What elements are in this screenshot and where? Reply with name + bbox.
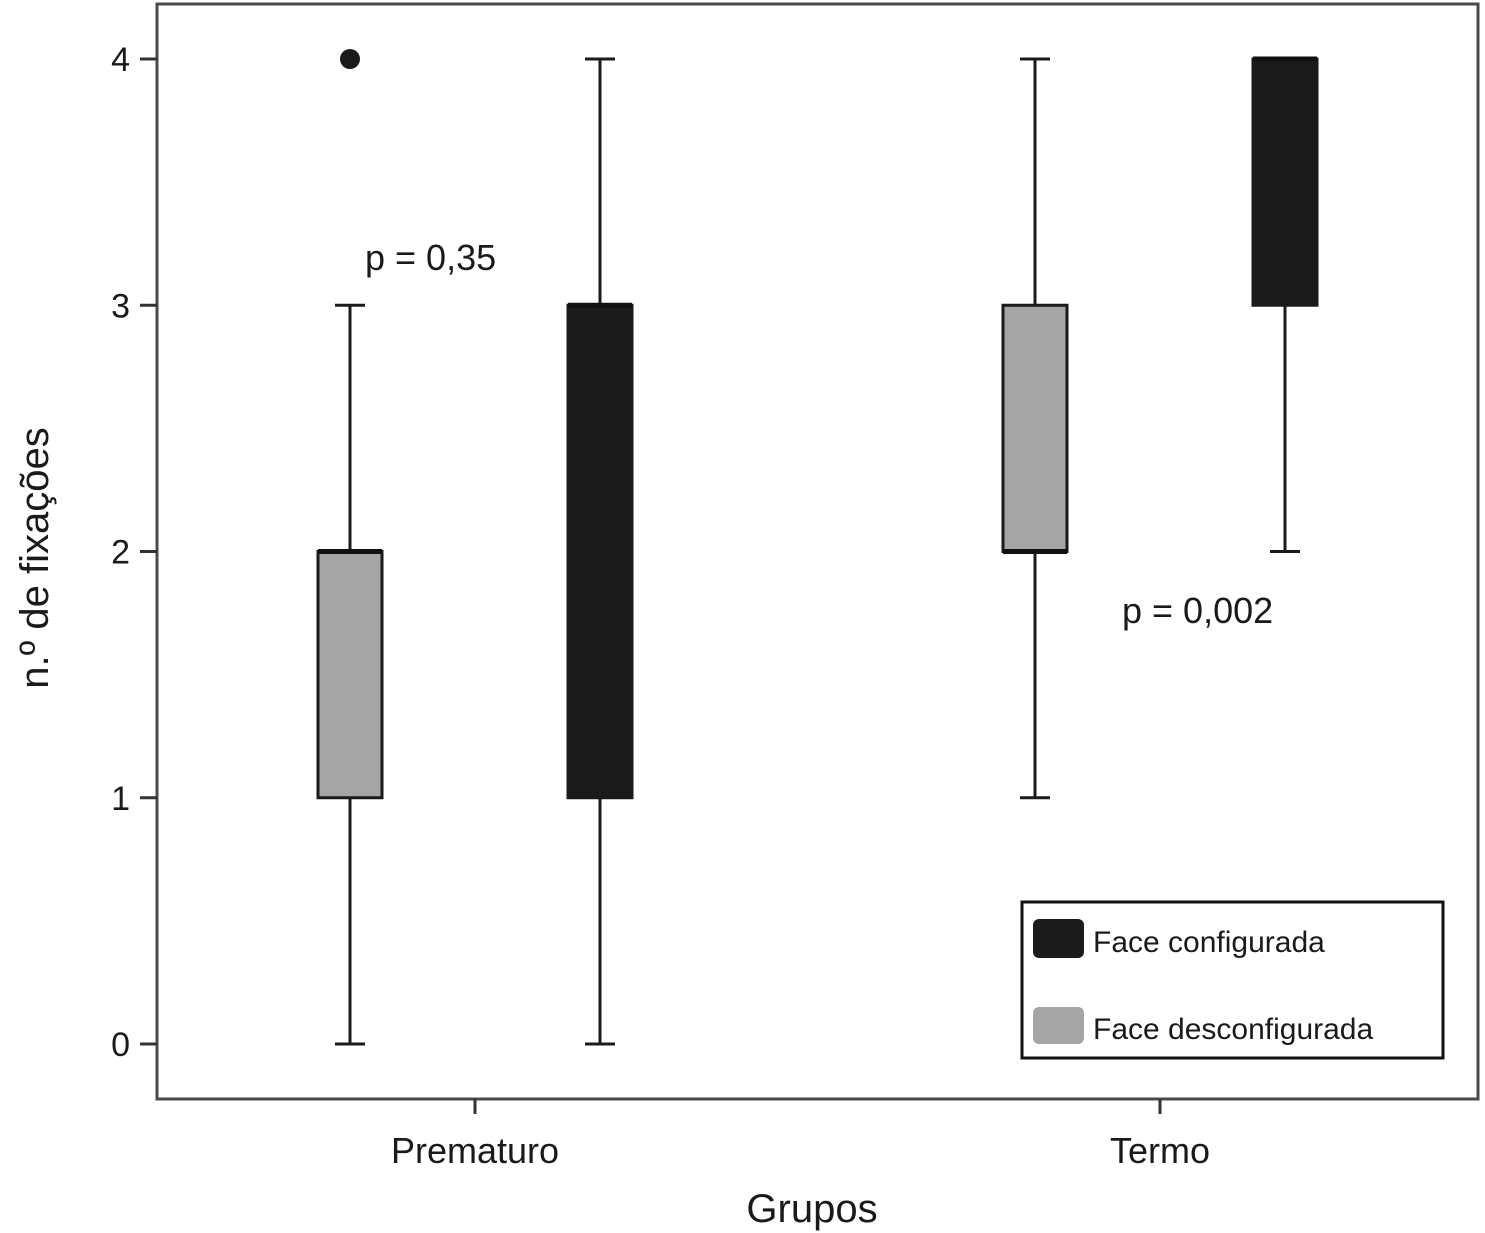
- y-tick-label: 2: [111, 534, 130, 572]
- x-axis-title: Grupos: [746, 1187, 877, 1231]
- legend-swatch-configurada: [1033, 919, 1084, 958]
- iqr-box: [316, 550, 384, 800]
- outlier-point: [340, 49, 360, 69]
- y-tick-label: 3: [111, 287, 130, 325]
- box-face-configurada-prematuro: [566, 57, 634, 1046]
- legend: Face configurada Face desconfigurada: [1020, 900, 1445, 1060]
- annotations-layer: p = 0,35 p = 0,002: [365, 237, 1273, 631]
- box-face-configurada-termo: [1251, 56, 1319, 553]
- x-tick-label: Prematuro: [391, 1130, 559, 1171]
- y-tick-label: 0: [111, 1026, 130, 1064]
- p-value-annotation: p = 0,002: [1122, 590, 1273, 631]
- p-value-annotation: p = 0,35: [365, 237, 496, 278]
- y-tick-label: 1: [111, 780, 130, 818]
- legend-label-configurada: Face configurada: [1093, 926, 1325, 959]
- legend-frame: [1020, 900, 1445, 1060]
- x-axis: Prematuro Termo: [391, 1099, 1210, 1171]
- y-tick-label: 4: [111, 41, 130, 79]
- y-axis: 0 1 2 3 4: [111, 41, 157, 1064]
- box-face-desconfigurada-termo: [1001, 57, 1069, 800]
- legend-label-desconfigurada: Face desconfigurada: [1093, 1013, 1373, 1046]
- iqr-box: [1001, 303, 1069, 553]
- legend-swatch-desconfigurada: [1033, 1007, 1084, 1044]
- iqr-box: [566, 303, 634, 800]
- y-axis-title: n.º de fixações: [13, 427, 57, 688]
- boxes-layer: [316, 49, 1319, 1046]
- box-face-desconfigurada-prematuro: [316, 49, 384, 1046]
- x-tick-label: Termo: [1110, 1130, 1210, 1171]
- iqr-box: [1251, 57, 1319, 307]
